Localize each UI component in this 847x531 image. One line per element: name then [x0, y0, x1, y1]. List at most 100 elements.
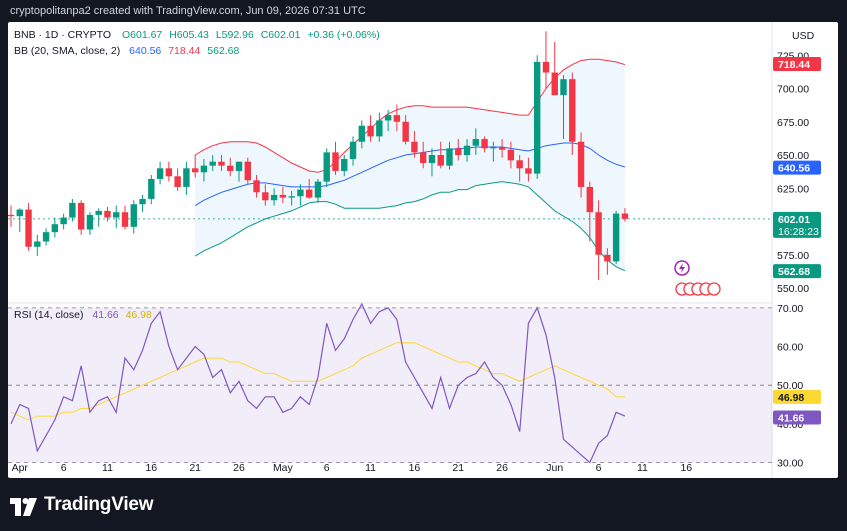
- x-tick-label: 16: [145, 462, 157, 474]
- candle-body: [130, 204, 137, 227]
- candle-body: [174, 176, 181, 187]
- candle-body: [42, 232, 50, 242]
- candle-body: [560, 79, 567, 96]
- candle-body: [121, 212, 129, 227]
- bb-upper-price-tag: 718.44: [778, 59, 810, 71]
- svg-text:RSI (14, close) 41.66: RSI (14, close) 41.66 46.98: [14, 309, 152, 321]
- candle-body: [498, 147, 506, 150]
- rsi-band: [8, 307, 772, 463]
- bb-upper-price-tag-bg: [773, 56, 821, 71]
- bb-label: BB (20, SMA, close, 2): [14, 45, 120, 57]
- legend-symbol: BNB · 1D · CRYPTO: [14, 29, 111, 41]
- footer-brand: TradingView: [44, 494, 154, 515]
- rsi-value-tag-bg: [773, 410, 821, 425]
- candle-body: [51, 224, 59, 233]
- bb-mid-price-tag-bg: [773, 160, 821, 175]
- candle-body: [200, 165, 208, 173]
- x-tick-label: 21: [189, 462, 201, 474]
- candle-body: [34, 241, 41, 247]
- candle-body: [332, 152, 339, 171]
- rsi-value: 41.66: [92, 309, 118, 321]
- x-tick-label: 26: [496, 462, 508, 474]
- candle-body: [507, 149, 515, 161]
- candle-body: [569, 79, 576, 142]
- candle-body: [428, 155, 436, 163]
- candle-body: [604, 254, 611, 262]
- candle-body: [323, 152, 330, 182]
- legend-change: +0.36 (+0.06%): [307, 29, 379, 41]
- candle-body: [393, 115, 401, 122]
- rsi-ma-value: 46.98: [126, 309, 152, 321]
- candle-body: [612, 213, 620, 262]
- currency-label: USD: [792, 30, 815, 42]
- candle-body: [437, 155, 444, 166]
- candle-body: [86, 214, 94, 230]
- candle-body: [227, 165, 234, 171]
- main-legend: BNB · 1D · CRYPTO O601.67 H605.43 L592.9…: [14, 29, 815, 321]
- bb-lower-value: 562.68: [207, 45, 239, 57]
- candle-body: [156, 168, 164, 179]
- candle-body: [8, 214, 15, 217]
- svg-text:BNB · 1D · CRYPTO O601.6: BNB · 1D · CRYPTO O601.67 H605.43 L592.9…: [14, 29, 380, 41]
- bb-mid-price-tag: 640.56: [778, 163, 810, 175]
- y-tick-label: 625.00: [777, 183, 809, 195]
- candle-body: [542, 61, 550, 73]
- candle-body: [525, 168, 532, 174]
- candle-body: [586, 186, 594, 213]
- candle-body: [402, 121, 409, 142]
- candle-body: [481, 139, 488, 149]
- candle-body: [60, 217, 67, 225]
- last-price-tag: 602.01: [778, 214, 810, 226]
- candle-body: [218, 161, 225, 166]
- candle-body: [113, 212, 120, 218]
- y-tick-label: 575.00: [777, 250, 809, 262]
- bb-lower-price-tag: 562.68: [778, 266, 810, 278]
- candle-body: [472, 139, 480, 146]
- candle-body: [148, 178, 155, 199]
- y-tick-label: 675.00: [777, 117, 809, 129]
- candle-body: [25, 209, 32, 247]
- bb-mid-line: [194, 142, 626, 207]
- candle-body: [279, 194, 287, 198]
- candle-body: [244, 161, 251, 181]
- header-attribution: cryptopolitanpa2 created with TradingVie…: [10, 5, 366, 17]
- rsi-value-tag-bg: [773, 389, 821, 404]
- y-tick-label: 700.00: [777, 84, 809, 96]
- legend-high: H605.43: [169, 29, 209, 41]
- candles[interactable]: [8, 31, 629, 281]
- candle-body: [95, 210, 102, 215]
- candle-body: [69, 202, 76, 218]
- rsi-tick-label: 70.00: [777, 303, 803, 315]
- x-tick-label: May: [273, 462, 294, 474]
- x-tick-label: Jun: [546, 462, 563, 474]
- candle-body: [534, 61, 541, 174]
- candle-body: [183, 168, 190, 187]
- legend-open: O601.67: [122, 29, 162, 41]
- candle-body: [288, 196, 295, 198]
- candle-body: [262, 192, 269, 201]
- x-tick-label: 11: [637, 462, 648, 474]
- rsi-value-tag: 41.66: [778, 412, 804, 424]
- x-tick-label: 16: [409, 462, 421, 474]
- events-icons[interactable]: [674, 260, 721, 296]
- chart-header: cryptopolitanpa2 created with TradingVie…: [0, 0, 847, 22]
- chart-panel[interactable]: [8, 22, 838, 478]
- chart-svg[interactable]: Apr 6 11 16 21 26 May 6 11 16 21 26 Jun 6 11 16725.0070…: [8, 22, 838, 478]
- candle-body: [139, 198, 146, 205]
- candle-body: [595, 212, 602, 255]
- x-tick-label: 6: [61, 462, 67, 474]
- tradingview-logo-icon: [10, 498, 37, 516]
- candle-body: [104, 210, 111, 218]
- x-tick-label: 6: [596, 462, 602, 474]
- x-tick-label: 11: [102, 462, 113, 474]
- candle-body: [305, 189, 313, 198]
- candle-body: [376, 120, 383, 137]
- grid-lines: [8, 22, 773, 478]
- candle-body: [16, 209, 23, 217]
- rsi-band-fill: [8, 307, 772, 463]
- candle-body: [358, 125, 365, 142]
- candle-body: [551, 72, 558, 96]
- bb-fill: [195, 59, 625, 271]
- rsi-line: [10, 302, 626, 464]
